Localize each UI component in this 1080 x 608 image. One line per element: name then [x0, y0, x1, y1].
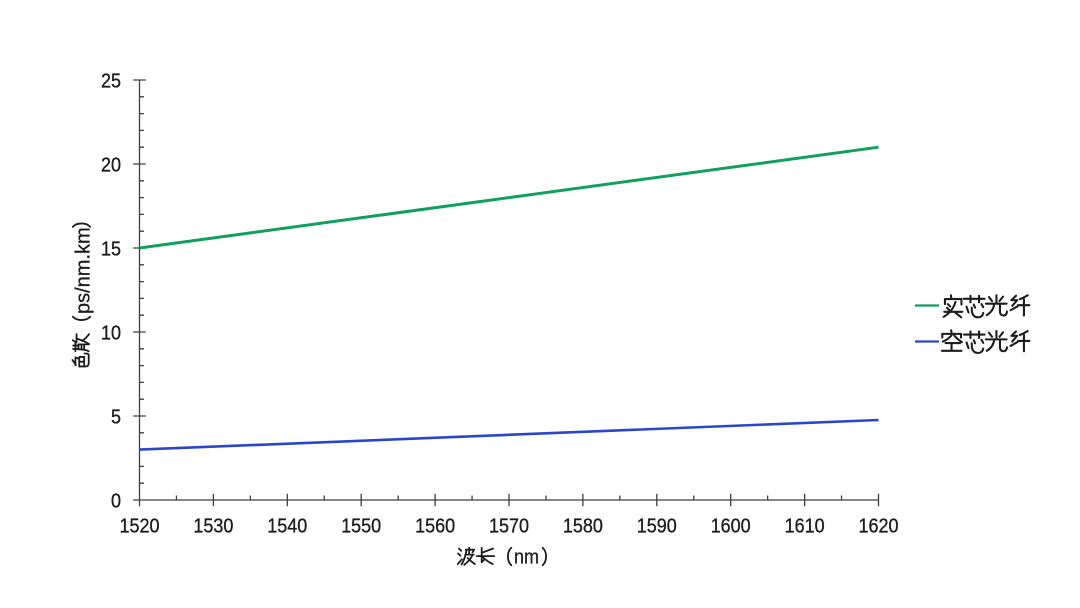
svg-text:25: 25 [101, 70, 121, 92]
svg-text:15: 15 [101, 238, 121, 260]
svg-text:1550: 1550 [341, 516, 381, 538]
svg-text:1580: 1580 [563, 516, 603, 538]
svg-text:0: 0 [111, 490, 121, 512]
svg-text:1610: 1610 [785, 516, 825, 538]
svg-text:1590: 1590 [637, 516, 677, 538]
svg-text:1520: 1520 [120, 516, 160, 538]
svg-text:1530: 1530 [193, 516, 233, 538]
svg-text:10: 10 [101, 322, 121, 344]
svg-text:1620: 1620 [859, 516, 899, 538]
svg-text:5: 5 [111, 406, 121, 428]
svg-text:1570: 1570 [489, 516, 529, 538]
svg-text:1600: 1600 [711, 516, 751, 538]
svg-text:nm: nm [514, 546, 539, 568]
svg-text:1560: 1560 [415, 516, 455, 538]
svg-text:20: 20 [101, 154, 121, 176]
svg-text:ps/nm.km: ps/nm.km [73, 227, 95, 314]
svg-text:1540: 1540 [267, 516, 307, 538]
